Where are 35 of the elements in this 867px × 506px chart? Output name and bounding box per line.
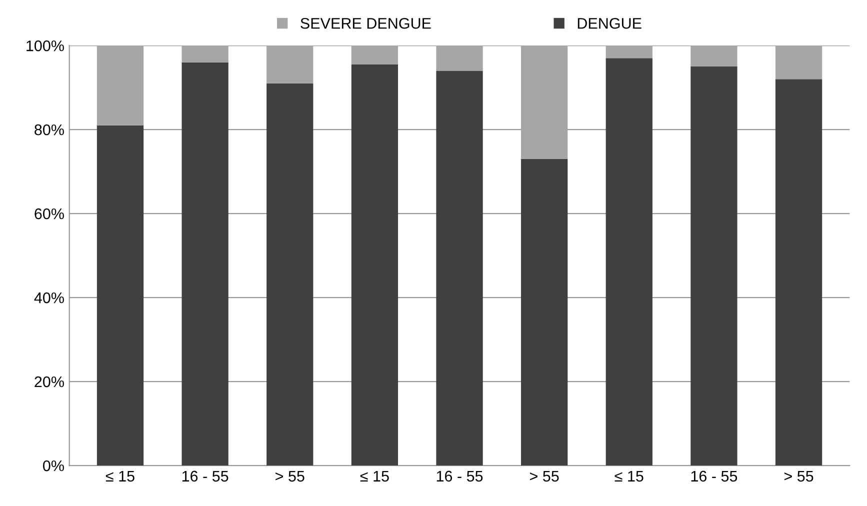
bar: [182, 62, 228, 466]
y-tick-label: 100%: [26, 40, 64, 52]
x-tick-label: 16 - 55: [436, 470, 483, 482]
bar: [775, 79, 822, 466]
bar: [266, 46, 314, 84]
x-tick-label: > 55: [530, 470, 559, 482]
bar: [690, 66, 738, 466]
bar: [606, 58, 652, 466]
x-tick-label: ≤ 15: [360, 470, 389, 482]
y-tick-label: 60%: [34, 208, 64, 220]
bar: [521, 158, 568, 466]
y-tick-label: 80%: [34, 124, 64, 136]
y-tick-label: 20%: [34, 376, 64, 388]
y-tick-label: 40%: [34, 292, 64, 304]
bar: [266, 83, 314, 466]
bar: [690, 46, 738, 67]
x-tick-label: ≤ 15: [106, 470, 134, 482]
x-tick-label: > 55: [276, 470, 304, 482]
bar: [351, 46, 398, 64]
y-tick-label: 0%: [43, 460, 64, 472]
bar: [351, 64, 398, 466]
bar: [96, 125, 144, 466]
x-tick-label: ≤ 15: [614, 470, 644, 482]
x-tick-label: 16 - 55: [691, 470, 738, 482]
bar: [521, 46, 568, 159]
legend-label: DENGUE: [578, 18, 642, 29]
legend-label: SEVERE DENGUE: [300, 18, 431, 29]
x-tick-label: 16 - 55: [182, 470, 228, 482]
bar: [606, 46, 652, 58]
bar: [436, 70, 483, 466]
bar: [96, 46, 144, 126]
bar: [182, 46, 228, 62]
x-tick-label: > 55: [784, 470, 814, 482]
bar: [775, 46, 822, 80]
bar: [436, 46, 483, 71]
